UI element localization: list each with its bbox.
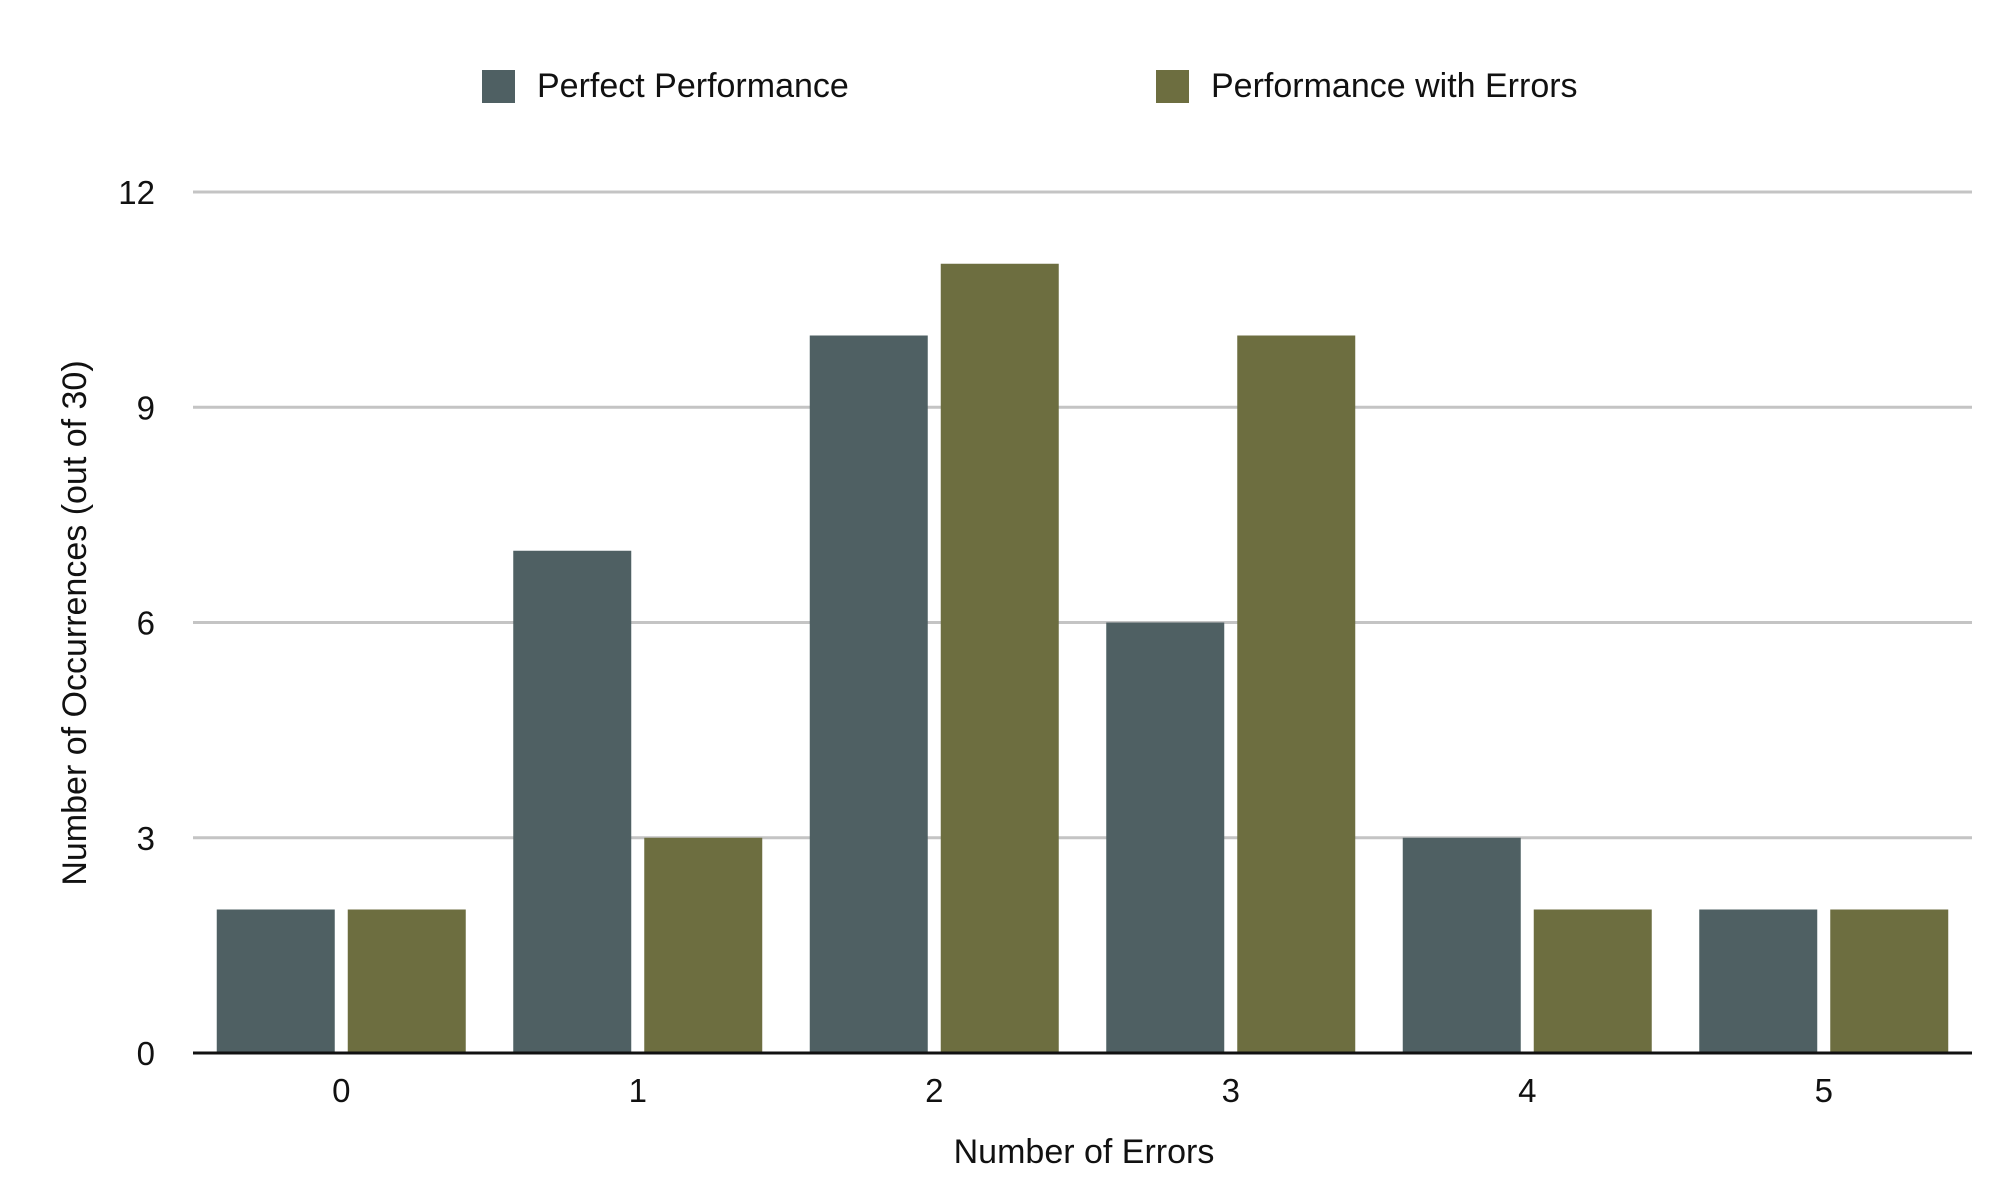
legend-item-perfect-performance: Perfect Performance [482, 66, 849, 106]
legend-label-performance-with-errors: Performance with Errors [1211, 66, 1578, 105]
bar-perfect-performance-5 [1699, 909, 1818, 1053]
legend-label-perfect-performance: Perfect Performance [537, 66, 849, 105]
bars [216, 263, 1949, 1053]
legend-swatch-performance-with-errors [1156, 69, 1189, 103]
bar-perfect-performance-4 [1402, 837, 1521, 1053]
x-tick-label-4: 4 [1518, 1072, 1536, 1109]
x-tick-label-0: 0 [332, 1072, 350, 1109]
bar-perfect-performance-0 [216, 909, 335, 1053]
y-tick-label-6: 6 [137, 605, 155, 642]
bar-perfect-performance-2 [809, 335, 928, 1053]
legend-swatch-perfect-performance [482, 69, 515, 103]
bar-performance-with-errors-5 [1830, 909, 1949, 1053]
x-tick-label-3: 3 [1222, 1072, 1240, 1109]
y-tick-label-12: 12 [118, 174, 155, 211]
y-tick-label-9: 9 [137, 389, 155, 426]
x-tick-label-1: 1 [629, 1072, 647, 1109]
bar-performance-with-errors-2 [940, 263, 1059, 1053]
x-tick-label-2: 2 [925, 1072, 943, 1109]
bar-performance-with-errors-0 [347, 909, 466, 1053]
bar-perfect-performance-3 [1106, 622, 1225, 1053]
gridlines [193, 190, 1972, 840]
y-axis-title: Number of Occurrences (out of 30) [56, 360, 94, 885]
bar-performance-with-errors-4 [1533, 909, 1652, 1053]
legend: Perfect Performance Performance with Err… [0, 66, 2000, 106]
y-tick-label-3: 3 [137, 820, 155, 857]
bar-perfect-performance-1 [513, 550, 632, 1053]
bar-performance-with-errors-3 [1237, 335, 1356, 1053]
legend-item-performance-with-errors: Performance with Errors [1156, 66, 1578, 106]
x-axis-title: Number of Errors [954, 1133, 1215, 1171]
y-tick-label-0: 0 [137, 1035, 155, 1072]
x-tick-label-5: 5 [1815, 1072, 1833, 1109]
bar-performance-with-errors-1 [644, 837, 763, 1053]
